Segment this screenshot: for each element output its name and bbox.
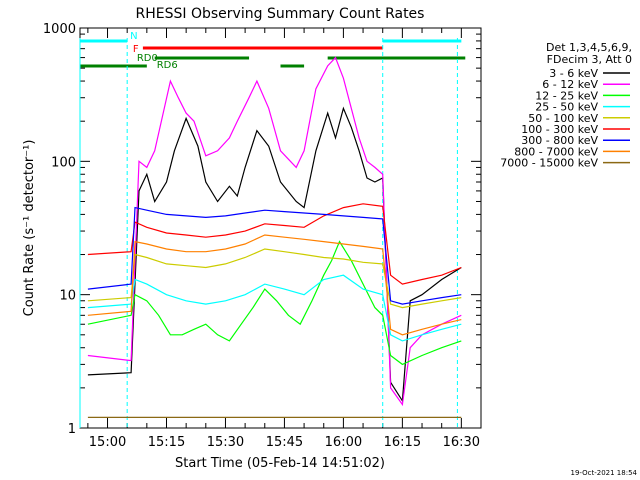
legend-label: 25 - 50 keV — [535, 101, 598, 114]
legend-label: 800 - 7000 keV — [514, 145, 598, 158]
legend-label: 300 - 800 keV — [521, 134, 598, 147]
annotation-label-rd0: RD0 — [137, 53, 158, 64]
series-line-5 — [87, 203, 462, 285]
series-line-2 — [87, 240, 462, 366]
legend-label: 6 - 12 keV — [542, 78, 598, 91]
x-tick-label: 16:00 — [325, 435, 362, 450]
series-line-3 — [87, 274, 462, 342]
series-line-6 — [87, 206, 462, 305]
legend-label: 50 - 100 keV — [528, 112, 598, 125]
annotation-label-f: F — [133, 44, 139, 55]
legend-label: 12 - 25 keV — [535, 89, 598, 102]
series-line-7 — [87, 234, 462, 336]
annotation-label-n: N — [130, 31, 137, 42]
x-tick-label: 16:30 — [443, 435, 480, 450]
x-tick-label: 15:00 — [89, 435, 126, 450]
timestamp: 19-Oct-2021 18:54 — [571, 469, 638, 477]
y-tick-label: 1 — [68, 422, 76, 437]
series-line-4 — [87, 248, 462, 309]
legend: Det 1,3,4,5,6,9, FDecim 3, Att 0 3 - 6 k… — [500, 41, 632, 170]
y-axis: 1 10 100 1000 — [43, 22, 481, 437]
legend-label: 7000 - 15000 keV — [500, 157, 598, 170]
x-tick-label: 15:45 — [266, 435, 303, 450]
y-axis-label: Count Rate (s⁻¹ detector⁻¹) — [22, 140, 37, 317]
x-axis-label: Start Time (05-Feb-14 14:51:02) — [175, 456, 385, 471]
legend-label: 3 - 6 keV — [549, 67, 598, 80]
chart-title: RHESSI Observing Summary Count Rates — [136, 6, 425, 22]
plot-area — [79, 27, 482, 429]
y-tick-label: 1000 — [43, 22, 76, 37]
legend-header-1: Det 1,3,4,5,6,9, — [546, 41, 632, 54]
x-axis: 15:00 15:15 15:30 15:45 16:00 16:15 16:30 — [87, 28, 482, 450]
series-lines — [87, 56, 462, 418]
x-tick-label: 16:15 — [384, 435, 421, 450]
plot-frame — [79, 27, 482, 429]
y-tick-label: 10 — [59, 289, 76, 304]
legend-label: 100 - 300 keV — [521, 123, 598, 136]
annotation-label-rd6: RD6 — [157, 60, 178, 71]
x-tick-label: 15:15 — [148, 435, 185, 450]
legend-header-2: FDecim 3, Att 0 — [547, 53, 632, 66]
x-tick-label: 15:30 — [207, 435, 244, 450]
y-tick-label: 100 — [51, 155, 76, 170]
